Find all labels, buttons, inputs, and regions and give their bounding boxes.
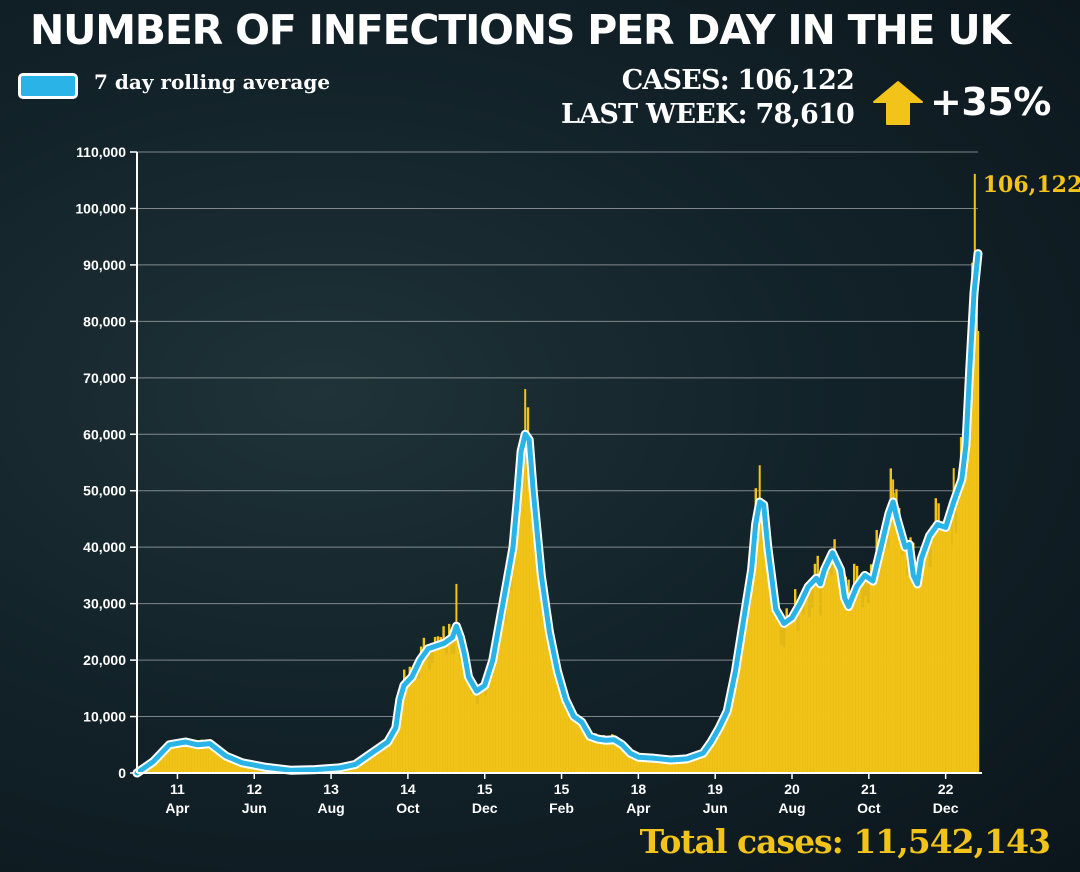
daily-cases-area: [137, 253, 978, 774]
x-tick-month: Jun: [703, 800, 728, 816]
total-cases-label: Total cases:: [639, 822, 844, 861]
y-tick-label: 70,000: [83, 370, 126, 386]
x-tick-day: 19: [707, 781, 723, 797]
up-arrow-icon: [873, 81, 923, 125]
rolling-average-line: [134, 251, 981, 776]
chart-title: NUMBER OF INFECTIONS PER DAY IN THE UK: [30, 6, 1011, 54]
x-tick-day: 11: [170, 781, 185, 797]
y-tick-label: 20,000: [83, 652, 126, 668]
x-tick-month: Oct: [396, 800, 420, 816]
x-tick-day: 15: [554, 781, 570, 797]
x-tick-day: 13: [323, 781, 339, 797]
y-tick-label: 80,000: [83, 313, 126, 329]
x-tick-month: Feb: [549, 800, 574, 816]
stats-block: CASES: 106,122 LAST WEEK: 78,610: [561, 64, 855, 132]
y-tick-label: 60,000: [83, 426, 126, 442]
legend-swatch: [18, 73, 78, 99]
x-tick-day: 18: [631, 781, 647, 797]
last-week-stat: LAST WEEK: 78,610: [561, 99, 855, 130]
x-axis: 11 Apr 12 Jun 13 Aug 14 Oct 15 Dec 15 Feb 18 Apr 19 Jun…: [165, 773, 959, 816]
x-tick-month: Dec: [933, 800, 959, 816]
y-tick-label: 10,000: [83, 709, 126, 725]
x-tick-month: Dec: [472, 800, 498, 816]
x-tick-day: 20: [784, 781, 800, 797]
y-tick-label: 40,000: [83, 539, 126, 555]
cases-stat: CASES: 106,122: [621, 65, 855, 96]
y-tick-label: 90,000: [83, 257, 126, 273]
y-axis: 0 10,000 20,000 30,000 40,000 50,000 60,000 70,…: [75, 144, 137, 781]
peak-value-label: 106,122: [983, 172, 1080, 198]
x-tick-month: Apr: [626, 800, 651, 816]
y-tick-label: 110,000: [76, 144, 126, 160]
total-cases-value: 11,542,143: [853, 822, 1051, 861]
legend-label: 7 day rolling average: [94, 70, 331, 94]
x-tick-month: Jun: [242, 800, 267, 816]
x-tick-month: Aug: [778, 800, 805, 816]
x-tick-month: Aug: [317, 800, 344, 816]
x-tick-day: 15: [477, 781, 493, 797]
y-tick-label: 100,000: [75, 200, 126, 216]
y-tick-label: 50,000: [83, 483, 126, 499]
x-tick-day: 12: [246, 781, 262, 797]
axes: [136, 152, 982, 774]
y-tick-label: 30,000: [83, 596, 126, 612]
change-percent: +35%: [930, 80, 1051, 124]
x-tick-day: 22: [938, 781, 954, 797]
x-tick-month: Oct: [857, 800, 881, 816]
x-tick-day: 14: [400, 781, 416, 797]
x-tick-month: Apr: [165, 800, 190, 816]
total-cases: Total cases: 11,542,143: [639, 822, 1051, 861]
y-tick-label: 0: [118, 765, 126, 781]
x-tick-day: 21: [861, 781, 877, 797]
